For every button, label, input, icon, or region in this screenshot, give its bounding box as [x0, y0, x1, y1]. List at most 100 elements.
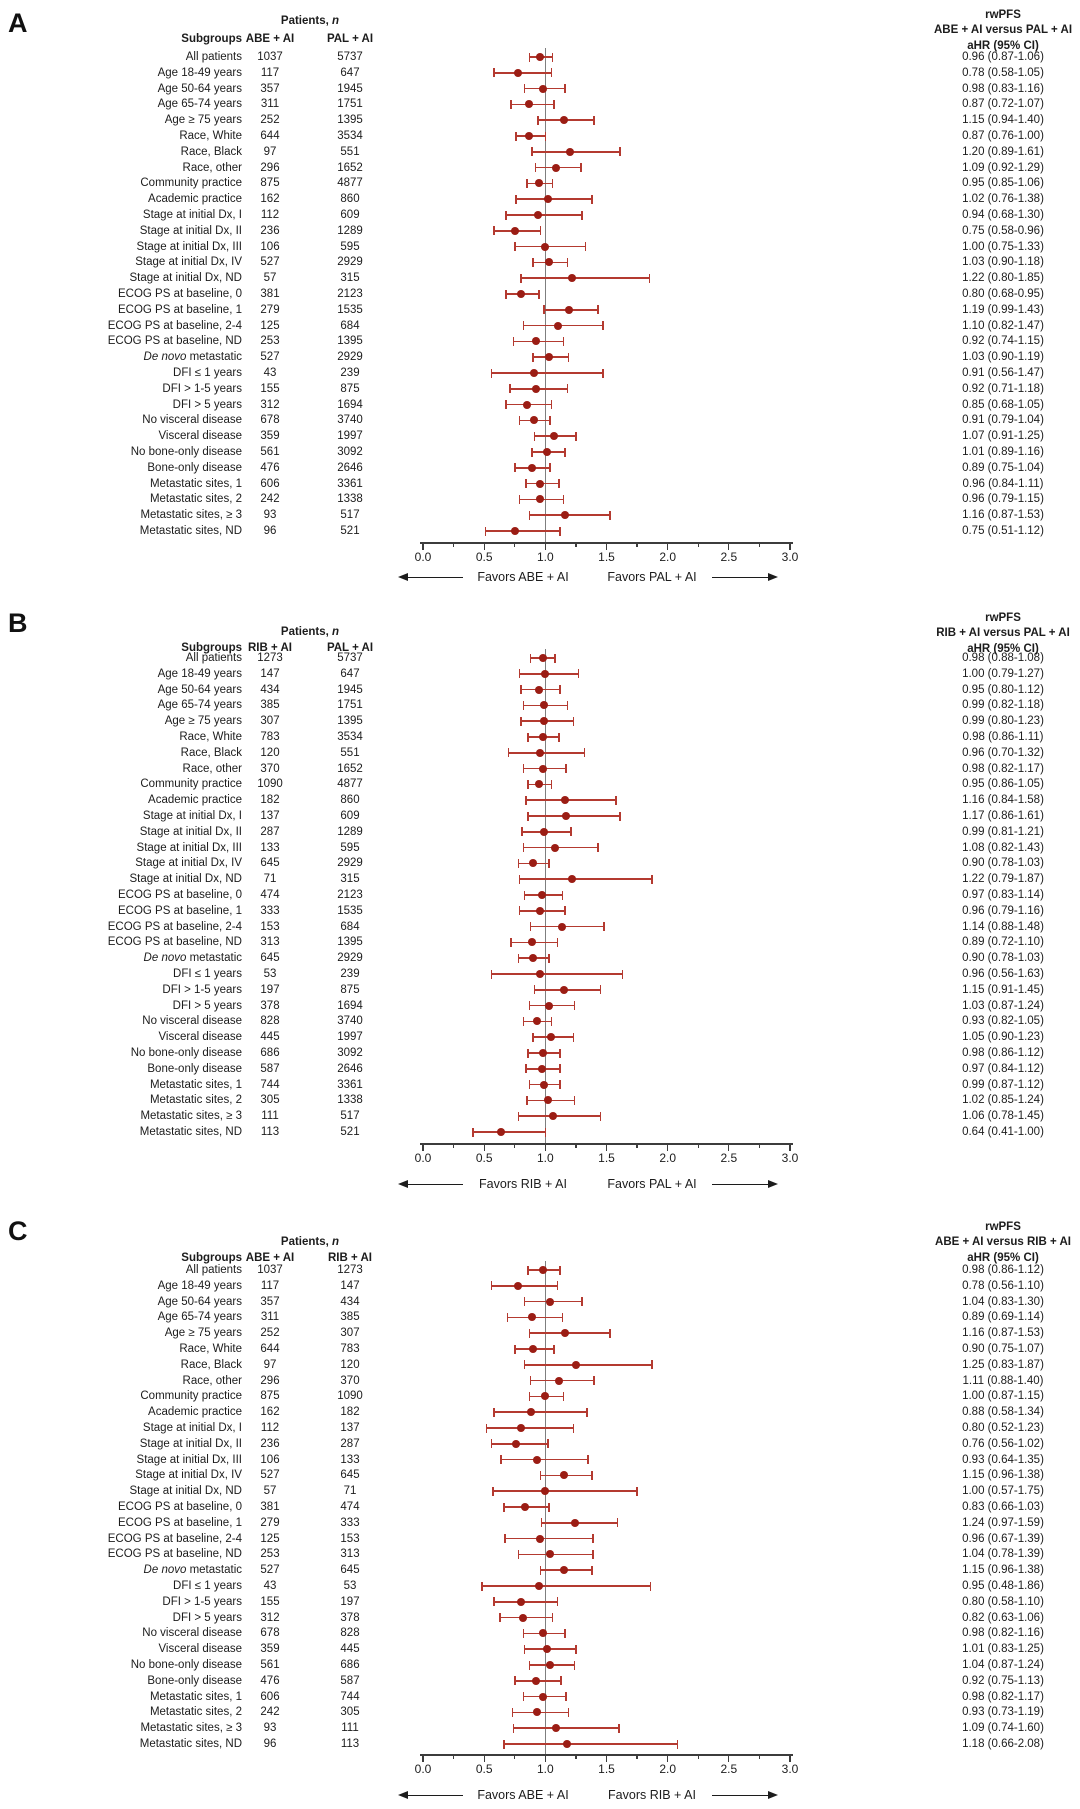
panel-label: B: [8, 608, 28, 638]
row-n-col1: 606: [260, 1690, 280, 1703]
ci-cap-right: [577, 669, 580, 679]
row-ahr-text: 0.80 (0.52-1.23): [962, 1422, 1044, 1434]
row-n-col1: 252: [260, 1327, 280, 1340]
row-n-col1: 474: [260, 889, 280, 901]
row-n-col2: 120: [340, 1358, 360, 1371]
row-ahr-text: 0.90 (0.78-1.03): [962, 857, 1044, 870]
ci-cap-right: [551, 52, 554, 62]
point-estimate-dot: [565, 147, 574, 156]
ci-cap-right: [575, 1644, 577, 1654]
ci-cap-left: [513, 1676, 516, 1686]
ci-cap-right: [609, 510, 611, 520]
row-subgroup-label: Age 65-74 years: [157, 699, 242, 712]
ci-cap-left: [520, 273, 522, 283]
row-ahr-text: 0.89 (0.72-1.10): [962, 936, 1044, 949]
point-estimate-dot: [527, 938, 536, 947]
favors-left-arrowhead: [398, 1791, 408, 1799]
x-axis-major-tick: [789, 543, 791, 550]
ci-cap-right: [599, 1111, 602, 1121]
row-subgroup-label: Metastatic sites, 2: [149, 493, 242, 506]
row-n-col1: 385: [260, 699, 280, 712]
row-n-col2: 4877: [337, 177, 363, 190]
row-n-col2: 686: [340, 1659, 360, 1671]
x-axis-tick-label: 0.5: [475, 1151, 493, 1165]
row-ahr-text: 0.80 (0.68-0.95): [962, 288, 1044, 300]
row-subgroup-label: Community practice: [140, 1390, 242, 1403]
point-estimate-dot: [529, 1345, 538, 1353]
row-ahr-text: 0.97 (0.84-1.12): [962, 1062, 1044, 1075]
point-estimate-dot: [527, 1313, 536, 1322]
ci-bar: [541, 1522, 618, 1524]
point-estimate-dot: [514, 1281, 523, 1290]
row-n-col1: 828: [260, 1015, 280, 1028]
ci-cap-right: [650, 1360, 653, 1370]
x-axis-tick-label: 2.5: [720, 550, 738, 564]
row-n-col2: 3092: [337, 446, 363, 458]
ci-cap-left: [472, 1127, 474, 1137]
ci-bar: [518, 1115, 601, 1117]
point-estimate-dot: [536, 1534, 545, 1543]
point-estimate-dot: [568, 274, 577, 283]
ci-cap-right: [592, 1534, 594, 1544]
row-subgroup-label: Metastatic sites, ≥ 3: [140, 1110, 242, 1123]
row-n-col1: 476: [260, 1674, 280, 1687]
row-ahr-text: 1.15 (0.94-1.40): [962, 114, 1044, 127]
ci-cap-right: [553, 1344, 555, 1354]
row-n-col2: 609: [340, 209, 360, 221]
row-subgroup-label: DFI ≤ 1 years: [173, 1580, 242, 1592]
ci-cap-right: [539, 226, 542, 236]
x-axis-major-tick: [483, 543, 485, 550]
row-subgroup-label: DFI > 5 years: [172, 398, 242, 411]
favors-right-arrow-line: [712, 1794, 768, 1796]
ci-cap-left: [531, 447, 533, 457]
row-ahr-text: 0.87 (0.76-1.00): [962, 130, 1044, 142]
row-subgroup-label: ECOG PS at baseline, 0: [117, 1501, 242, 1513]
row-n-col1: 96: [263, 525, 277, 537]
point-estimate-dot: [538, 764, 547, 773]
point-estimate-dot: [532, 1455, 541, 1464]
ci-cap-left: [528, 1080, 531, 1090]
x-axis-minor-tick: [575, 543, 577, 547]
row-n-col1: 305: [260, 1094, 280, 1107]
point-estimate-dot: [541, 1392, 550, 1401]
row-n-col2: 1289: [337, 825, 363, 838]
ci-bar: [515, 198, 592, 200]
row-subgroup-label: Stage at initial Dx, II: [139, 825, 242, 838]
point-estimate-dot: [540, 1080, 549, 1089]
x-axis-tick-label: 3.0: [781, 550, 799, 564]
ci-cap-left: [518, 669, 521, 679]
row-n-col2: 370: [340, 1374, 360, 1387]
ci-cap-right: [586, 1407, 588, 1417]
row-ahr-text: 1.00 (0.87-1.15): [962, 1390, 1044, 1403]
row-n-col1: 96: [263, 1738, 277, 1750]
row-n-col2: 1945: [337, 82, 363, 95]
point-estimate-dot: [532, 1017, 541, 1026]
ci-cap-right: [593, 1376, 596, 1386]
row-subgroup-label: ECOG PS at baseline, 0: [117, 889, 242, 901]
point-estimate-dot: [535, 1582, 544, 1590]
row-n-col2: 137: [340, 1422, 360, 1434]
ci-cap-left: [522, 764, 525, 774]
row-ahr-text: 0.96 (0.79-1.16): [962, 904, 1044, 917]
row-n-col2: 1652: [337, 762, 363, 775]
panel-b: B Patients, n Subgroups RIB + AI PAL + AI rwP…: [0, 0, 1080, 1191]
row-n-col1: 359: [260, 1643, 280, 1656]
row-ahr-text: 1.10 (0.82-1.47): [962, 319, 1044, 332]
ci-cap-right: [649, 1581, 652, 1591]
ci-cap-left: [510, 937, 512, 947]
row-n-col1: 744: [260, 1078, 280, 1091]
row-n-col2: 1652: [337, 161, 363, 174]
row-ahr-text: 0.64 (0.41-1.00): [962, 1126, 1044, 1138]
x-axis-major-tick: [728, 543, 730, 550]
x-axis-minor-tick: [758, 1144, 760, 1148]
ci-cap-left: [521, 827, 523, 837]
ci-cap-left: [493, 1597, 495, 1607]
row-n-col1: 527: [260, 351, 280, 364]
ci-cap-right: [591, 1470, 593, 1480]
row-subgroup-label: Community practice: [140, 177, 242, 190]
x-axis-major-tick: [789, 1144, 791, 1151]
row-ahr-text: 0.75 (0.51-1.12): [962, 525, 1044, 537]
subgroups-header: Subgroups: [181, 33, 242, 45]
point-estimate-dot: [519, 1613, 528, 1622]
favors-left-arrowhead: [398, 1180, 408, 1188]
